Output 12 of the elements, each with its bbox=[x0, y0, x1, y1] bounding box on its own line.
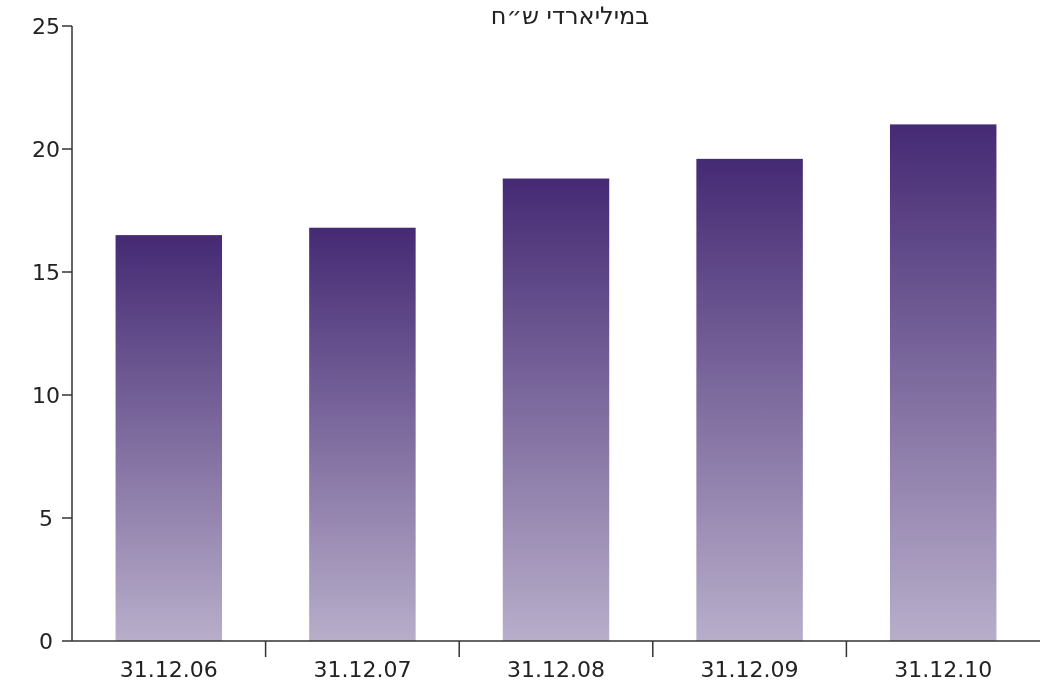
x-tick-label: 31.12.07 bbox=[313, 657, 412, 681]
x-tick-label: 31.12.08 bbox=[507, 657, 605, 681]
chart-title: במיליארדי ש״ח bbox=[490, 2, 650, 30]
y-tick-label: 5 bbox=[39, 506, 53, 531]
y-tick-label: 15 bbox=[32, 260, 60, 285]
y-tick-label: 0 bbox=[39, 629, 53, 654]
y-tick-label: 20 bbox=[32, 137, 60, 162]
x-tick-label: 31.12.10 bbox=[894, 657, 993, 681]
y-tick-label: 10 bbox=[32, 383, 60, 408]
x-tick-label: 31.12.09 bbox=[700, 657, 799, 681]
y-tick-label: 25 bbox=[32, 14, 60, 39]
x-tick-label: 31.12.06 bbox=[119, 657, 218, 681]
